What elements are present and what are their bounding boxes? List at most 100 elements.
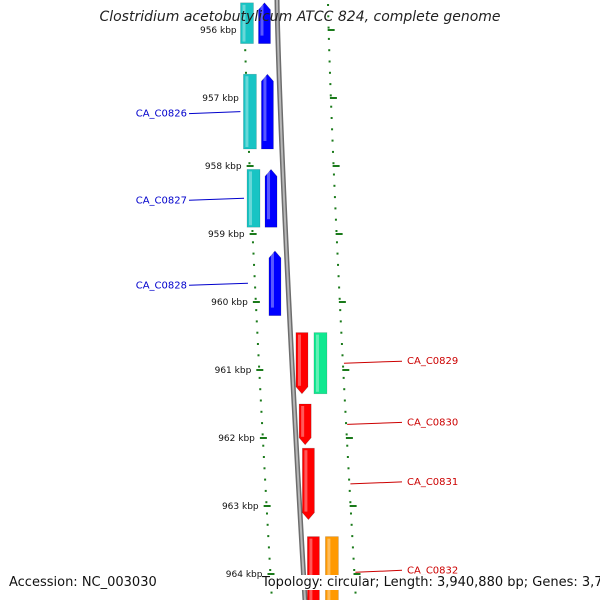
tick-label: 960 kbp [211,298,248,308]
minor-tick-outer [351,546,354,549]
minor-tick-outer [339,309,342,312]
minor-tick-outer [354,591,357,594]
minor-tick-outer [346,456,349,458]
minor-tick-outer [342,376,345,379]
minor-tick-outer [330,105,333,108]
major-tick [259,437,267,439]
minor-tick-inner [269,569,272,571]
major-tick-outer [349,505,357,507]
minor-tick-inner [268,557,271,560]
gene-labels: CA_C0826 CA_C0827 CA_C0828 CA_C0829 CA_C0830… [136,109,459,577]
minor-tick-outer [330,117,333,119]
minor-tick-outer [346,444,349,447]
minor-tick-outer [328,71,331,74]
minor-tick-inner [258,376,261,379]
major-tick [246,165,254,167]
minor-tick-outer [353,569,356,571]
minor-tick-outer [344,410,347,413]
minor-tick-outer [340,331,343,334]
minor-tick-inner [261,433,264,436]
minor-tick-inner [259,388,262,391]
minor-tick-inner [265,512,268,515]
minor-tick-inner [262,444,265,447]
cds-feature [246,169,261,228]
gene-shine [297,334,301,386]
label-connector [343,360,403,364]
minor-tick-outer [349,501,352,504]
minor-tick-inner [251,241,254,244]
gene-shine [304,450,308,512]
accession-text: Accession: NC_003030 [9,575,157,590]
tick-label: 962 kbp [218,434,255,444]
gene-shine [267,171,271,220]
minor-tick-inner [253,275,256,278]
minor-tick-inner [267,535,270,538]
major-tick-outer [327,29,335,31]
minor-tick-outer [345,433,348,436]
minor-tick-inner [261,422,264,425]
minor-tick-outer [331,150,334,153]
minor-tick-outer [336,252,339,255]
gene-label: CA_C0832 [407,565,458,576]
minor-tick-inner [265,501,268,504]
cds-shine [245,76,249,147]
minor-tick-outer [329,94,332,97]
tick-label: 961 kbp [215,366,252,376]
minor-tick-outer [334,207,337,210]
minor-tick-inner [251,230,254,232]
cds-shine [249,171,253,226]
major-tick [252,301,260,303]
label-connector [350,481,403,485]
cds-feature [313,332,328,395]
minor-tick-inner [244,71,247,74]
tick-label: 964 kbp [226,570,263,580]
minor-tick-inner [254,286,257,289]
minor-tick-outer [348,478,351,481]
label-connector [188,197,245,201]
major-tick [249,233,257,235]
minor-tick-outer [347,467,350,470]
minor-tick-outer [342,365,345,368]
cds-feature [240,2,254,44]
minor-tick-inner [255,309,258,312]
gene-label: CA_C0827 [136,195,187,206]
major-tick-outer [338,301,346,303]
forward-gene-arrow [295,332,309,395]
minor-tick-outer [328,49,331,52]
minor-tick-inner [248,162,251,165]
minor-tick-outer [333,184,336,187]
minor-tick-outer [341,354,344,357]
gene-shine [309,538,313,600]
major-tick [256,369,264,371]
major-tick-outer [329,97,337,99]
minor-tick-outer [335,241,338,244]
minor-tick-outer [327,37,330,40]
forward-gene-arrow [302,447,315,521]
cds-shine [242,4,246,42]
gene-features [240,2,339,600]
minor-tick-outer [350,523,353,526]
cds-feature [243,73,257,150]
minor-tick-outer [327,4,330,6]
gene-shine [270,253,274,308]
gene-label: CA_C0826 [136,109,187,120]
major-tick-outer [353,573,361,575]
major-tick-outer [342,369,350,371]
minor-tick-outer [337,263,340,266]
minor-tick-inner [264,489,267,492]
minor-tick-outer [343,388,346,391]
forward-gene-arrow [298,403,312,446]
minor-tick-inner [259,399,262,402]
minor-tick-outer [352,557,355,560]
backbone-highlight [276,0,306,600]
forward-gene-arrow [307,536,320,600]
minor-tick-outer [340,343,343,345]
minor-tick-inner [270,591,273,594]
gene-shine [263,76,267,141]
label-connector [355,569,403,573]
gene-label: CA_C0831 [407,477,458,488]
minor-tick-outer [328,60,331,63]
reverse-gene-arrow [258,2,271,44]
minor-tick-inner [262,456,265,458]
